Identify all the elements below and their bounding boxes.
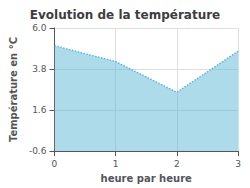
svg-text:0: 0 <box>52 159 58 169</box>
svg-text:Température en °C: Température en °C <box>8 37 19 142</box>
svg-text:heure par heure: heure par heure <box>101 173 192 184</box>
svg-text:3: 3 <box>235 159 241 169</box>
svg-text:6.0: 6.0 <box>32 23 47 33</box>
svg-text:2: 2 <box>174 159 180 169</box>
svg-text:-0.6: -0.6 <box>29 146 47 156</box>
svg-text:1.6: 1.6 <box>32 105 47 115</box>
svg-text:3.8: 3.8 <box>32 64 47 74</box>
svg-text:Evolution de la température: Evolution de la température <box>30 8 221 22</box>
svg-text:1: 1 <box>113 159 119 169</box>
